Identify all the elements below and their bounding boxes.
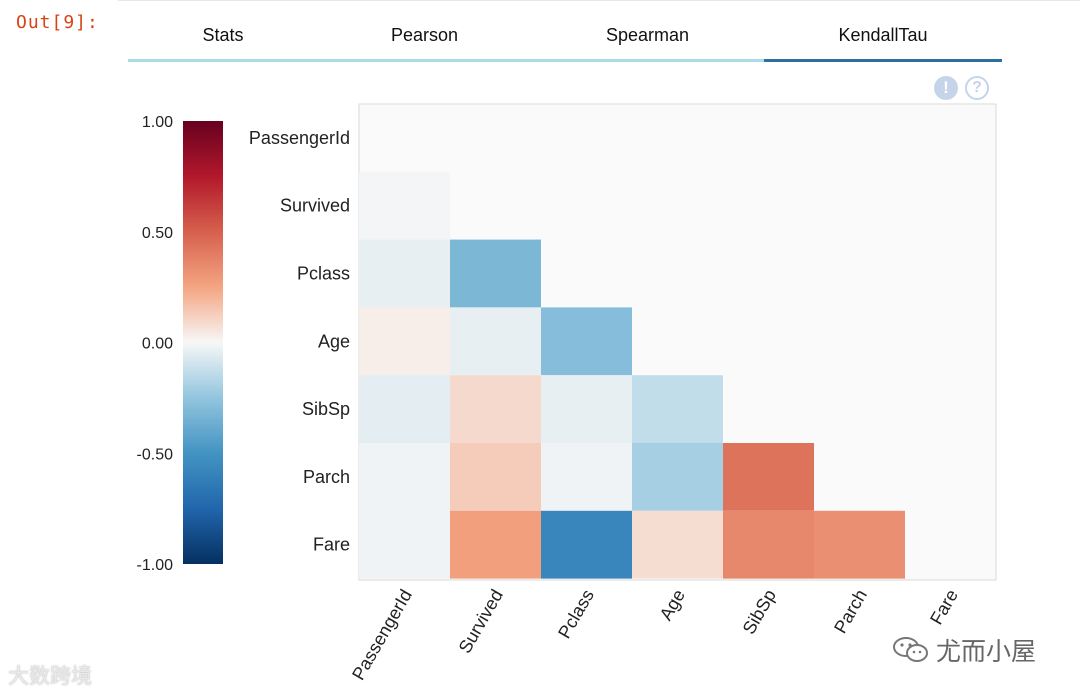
heatmap-cell[interactable] <box>450 375 541 443</box>
heatmap-cell[interactable] <box>359 375 450 443</box>
heatmap-cell[interactable] <box>632 375 723 443</box>
tab-stats[interactable]: Stats <box>128 18 318 62</box>
wechat-icon <box>893 637 928 662</box>
tab-pearson[interactable]: Pearson <box>318 18 531 62</box>
column-label: Age <box>656 586 689 624</box>
heatmap-cell[interactable] <box>359 307 450 376</box>
column-label: Pclass <box>554 586 598 642</box>
heatmap-cell[interactable] <box>450 510 541 579</box>
column-label: SibSp <box>739 586 780 638</box>
heatmap-cell[interactable] <box>359 443 450 511</box>
row-label: Survived <box>280 196 350 216</box>
row-label: Fare <box>313 535 350 555</box>
heatmap-cell[interactable] <box>632 510 723 579</box>
row-label: Pclass <box>297 264 350 284</box>
heatmap-cell[interactable] <box>541 307 632 376</box>
row-label: Age <box>318 331 350 351</box>
heatmap-cell[interactable] <box>450 307 541 376</box>
correlation-tabs: Stats Pearson Spearman KendallTau <box>128 18 1002 62</box>
heatmap-cell[interactable] <box>359 239 450 308</box>
column-label: Fare <box>926 586 962 628</box>
colorbar-tick-label: 0.50 <box>142 225 173 242</box>
help-icon[interactable]: ? <box>965 76 989 100</box>
tab-kendalltau[interactable]: KendallTau <box>764 18 1002 62</box>
row-label: SibSp <box>302 399 350 419</box>
heatmap-cell[interactable] <box>541 443 632 511</box>
watermark-right: 尤而小屋 <box>892 632 1036 668</box>
heatmap-cell[interactable] <box>359 171 450 240</box>
output-prompt: Out[9]: <box>16 12 99 33</box>
heatmap-cell[interactable] <box>359 510 450 579</box>
column-label: Survived <box>455 586 507 657</box>
heatmap-cell[interactable] <box>450 443 541 511</box>
tab-spearman[interactable]: Spearman <box>531 18 764 62</box>
heatmap-cell[interactable] <box>541 375 632 443</box>
column-label: PassengerId <box>348 586 416 684</box>
heatmap-cell[interactable] <box>723 443 814 511</box>
colorbar-tick-label: 0.00 <box>142 336 173 353</box>
colorbar-tick-label: 1.00 <box>142 114 173 131</box>
heatmap-cell[interactable] <box>450 239 541 308</box>
heatmap-cell[interactable] <box>814 510 905 579</box>
colorbar-tick-label: -1.00 <box>137 557 174 574</box>
info-icon[interactable]: ! <box>934 76 958 100</box>
row-label: Parch <box>303 467 350 487</box>
column-label: Parch <box>830 586 871 637</box>
watermark-left: 大数跨境 <box>8 665 92 688</box>
heatmap-cell[interactable] <box>632 443 723 511</box>
colorbar-tick-label: -0.50 <box>137 446 174 463</box>
row-label: PassengerId <box>249 128 350 148</box>
heatmap-cell[interactable] <box>541 510 632 579</box>
colorbar <box>183 121 223 564</box>
watermark-right-text: 尤而小屋 <box>936 638 1037 666</box>
heatmap-cell[interactable] <box>723 510 814 579</box>
cell-top-rule <box>118 0 1080 1</box>
